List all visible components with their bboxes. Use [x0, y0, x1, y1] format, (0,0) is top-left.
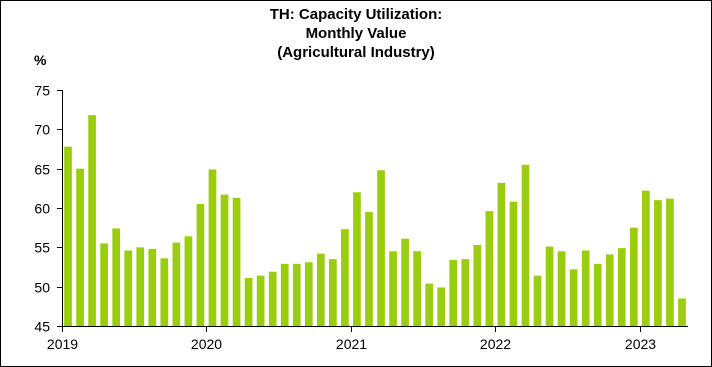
bar-2022-07: [569, 269, 578, 326]
bar-2022-05: [545, 246, 554, 326]
y-tick-label: 60: [34, 201, 50, 217]
bar-2022-04: [533, 275, 542, 326]
bar-2022-01: [497, 182, 506, 326]
bar-2020-07: [280, 263, 289, 326]
bar-2023-02: [654, 200, 662, 326]
x-tick-label: 2023: [625, 336, 656, 352]
bar-2021-01: [353, 192, 361, 326]
bar-2019-11: [184, 236, 193, 326]
bar-2019-06: [124, 250, 133, 326]
bar-2020-09: [304, 262, 313, 326]
chart-title-line-1: TH: Capacity Utilization:: [269, 6, 443, 23]
bar-2020-04: [244, 278, 253, 326]
bar-2021-07: [425, 283, 434, 326]
bar-2022-12: [629, 227, 638, 326]
bar-2020-02: [220, 194, 229, 326]
bar-2022-02: [509, 201, 518, 326]
bar-2021-04: [389, 251, 397, 326]
y-tick-label: 50: [34, 280, 50, 296]
x-tick-label: 2022: [480, 336, 511, 352]
x-tick-label: 2021: [336, 336, 367, 352]
chart-title: TH: Capacity Utilization: Monthly Value …: [0, 5, 712, 62]
bar-2020-06: [268, 271, 277, 326]
bar-2019-12: [196, 204, 205, 326]
bar-2020-05: [256, 275, 265, 326]
y-tick-label: 45: [34, 319, 50, 335]
bar-2021-12: [485, 211, 494, 326]
bar-2022-10: [605, 254, 614, 326]
bar-2019-01: [64, 146, 72, 326]
chart-title-line-3: (Agricultural Industry): [277, 44, 435, 61]
bar-2020-11: [329, 259, 337, 326]
bar-2019-03: [88, 115, 96, 326]
x-tick-label: 2019: [47, 336, 78, 352]
bar-2021-02: [365, 211, 373, 326]
bar-2019-02: [76, 168, 84, 326]
bars-group: [64, 115, 686, 326]
bar-2022-09: [593, 263, 602, 326]
bar-2020-08: [292, 263, 301, 326]
bar-2019-08: [148, 248, 157, 326]
bar-2019-09: [160, 258, 169, 326]
y-tick-label: 75: [34, 83, 50, 99]
bar-2019-04: [100, 243, 108, 326]
bar-2022-06: [557, 251, 566, 326]
y-tick-label: 70: [34, 122, 50, 138]
bar-2019-10: [172, 242, 181, 326]
bar-2021-08: [437, 287, 446, 326]
y-axis-unit-label: %: [34, 52, 47, 68]
bar-2023-03: [666, 198, 674, 326]
bar-2021-11: [473, 244, 482, 326]
bar-2022-08: [581, 250, 590, 326]
bar-2023-04: [678, 298, 686, 326]
bar-2020-01: [208, 169, 217, 326]
y-tick-label: 65: [34, 162, 50, 178]
bar-2022-03: [521, 164, 530, 326]
bar-2019-07: [136, 247, 145, 326]
bar-2020-12: [341, 229, 349, 326]
bar-2019-05: [112, 228, 121, 326]
bar-2021-10: [461, 259, 470, 326]
bar-2022-11: [617, 248, 626, 326]
bar-2021-03: [377, 170, 385, 326]
bar-2021-06: [413, 251, 421, 326]
chart-title-line-2: Monthly Value: [305, 25, 407, 42]
bar-2023-01: [642, 190, 650, 326]
x-tick-label: 2020: [191, 336, 222, 352]
bar-2021-09: [449, 259, 458, 326]
bar-2020-10: [316, 253, 325, 326]
y-tick-label: 55: [34, 240, 50, 256]
bar-2020-03: [232, 197, 241, 326]
axes-group: 45 50 55 60 65 70 75 2019 2020 2021 2022 2023: [34, 83, 688, 352]
bar-2021-05: [401, 238, 409, 326]
